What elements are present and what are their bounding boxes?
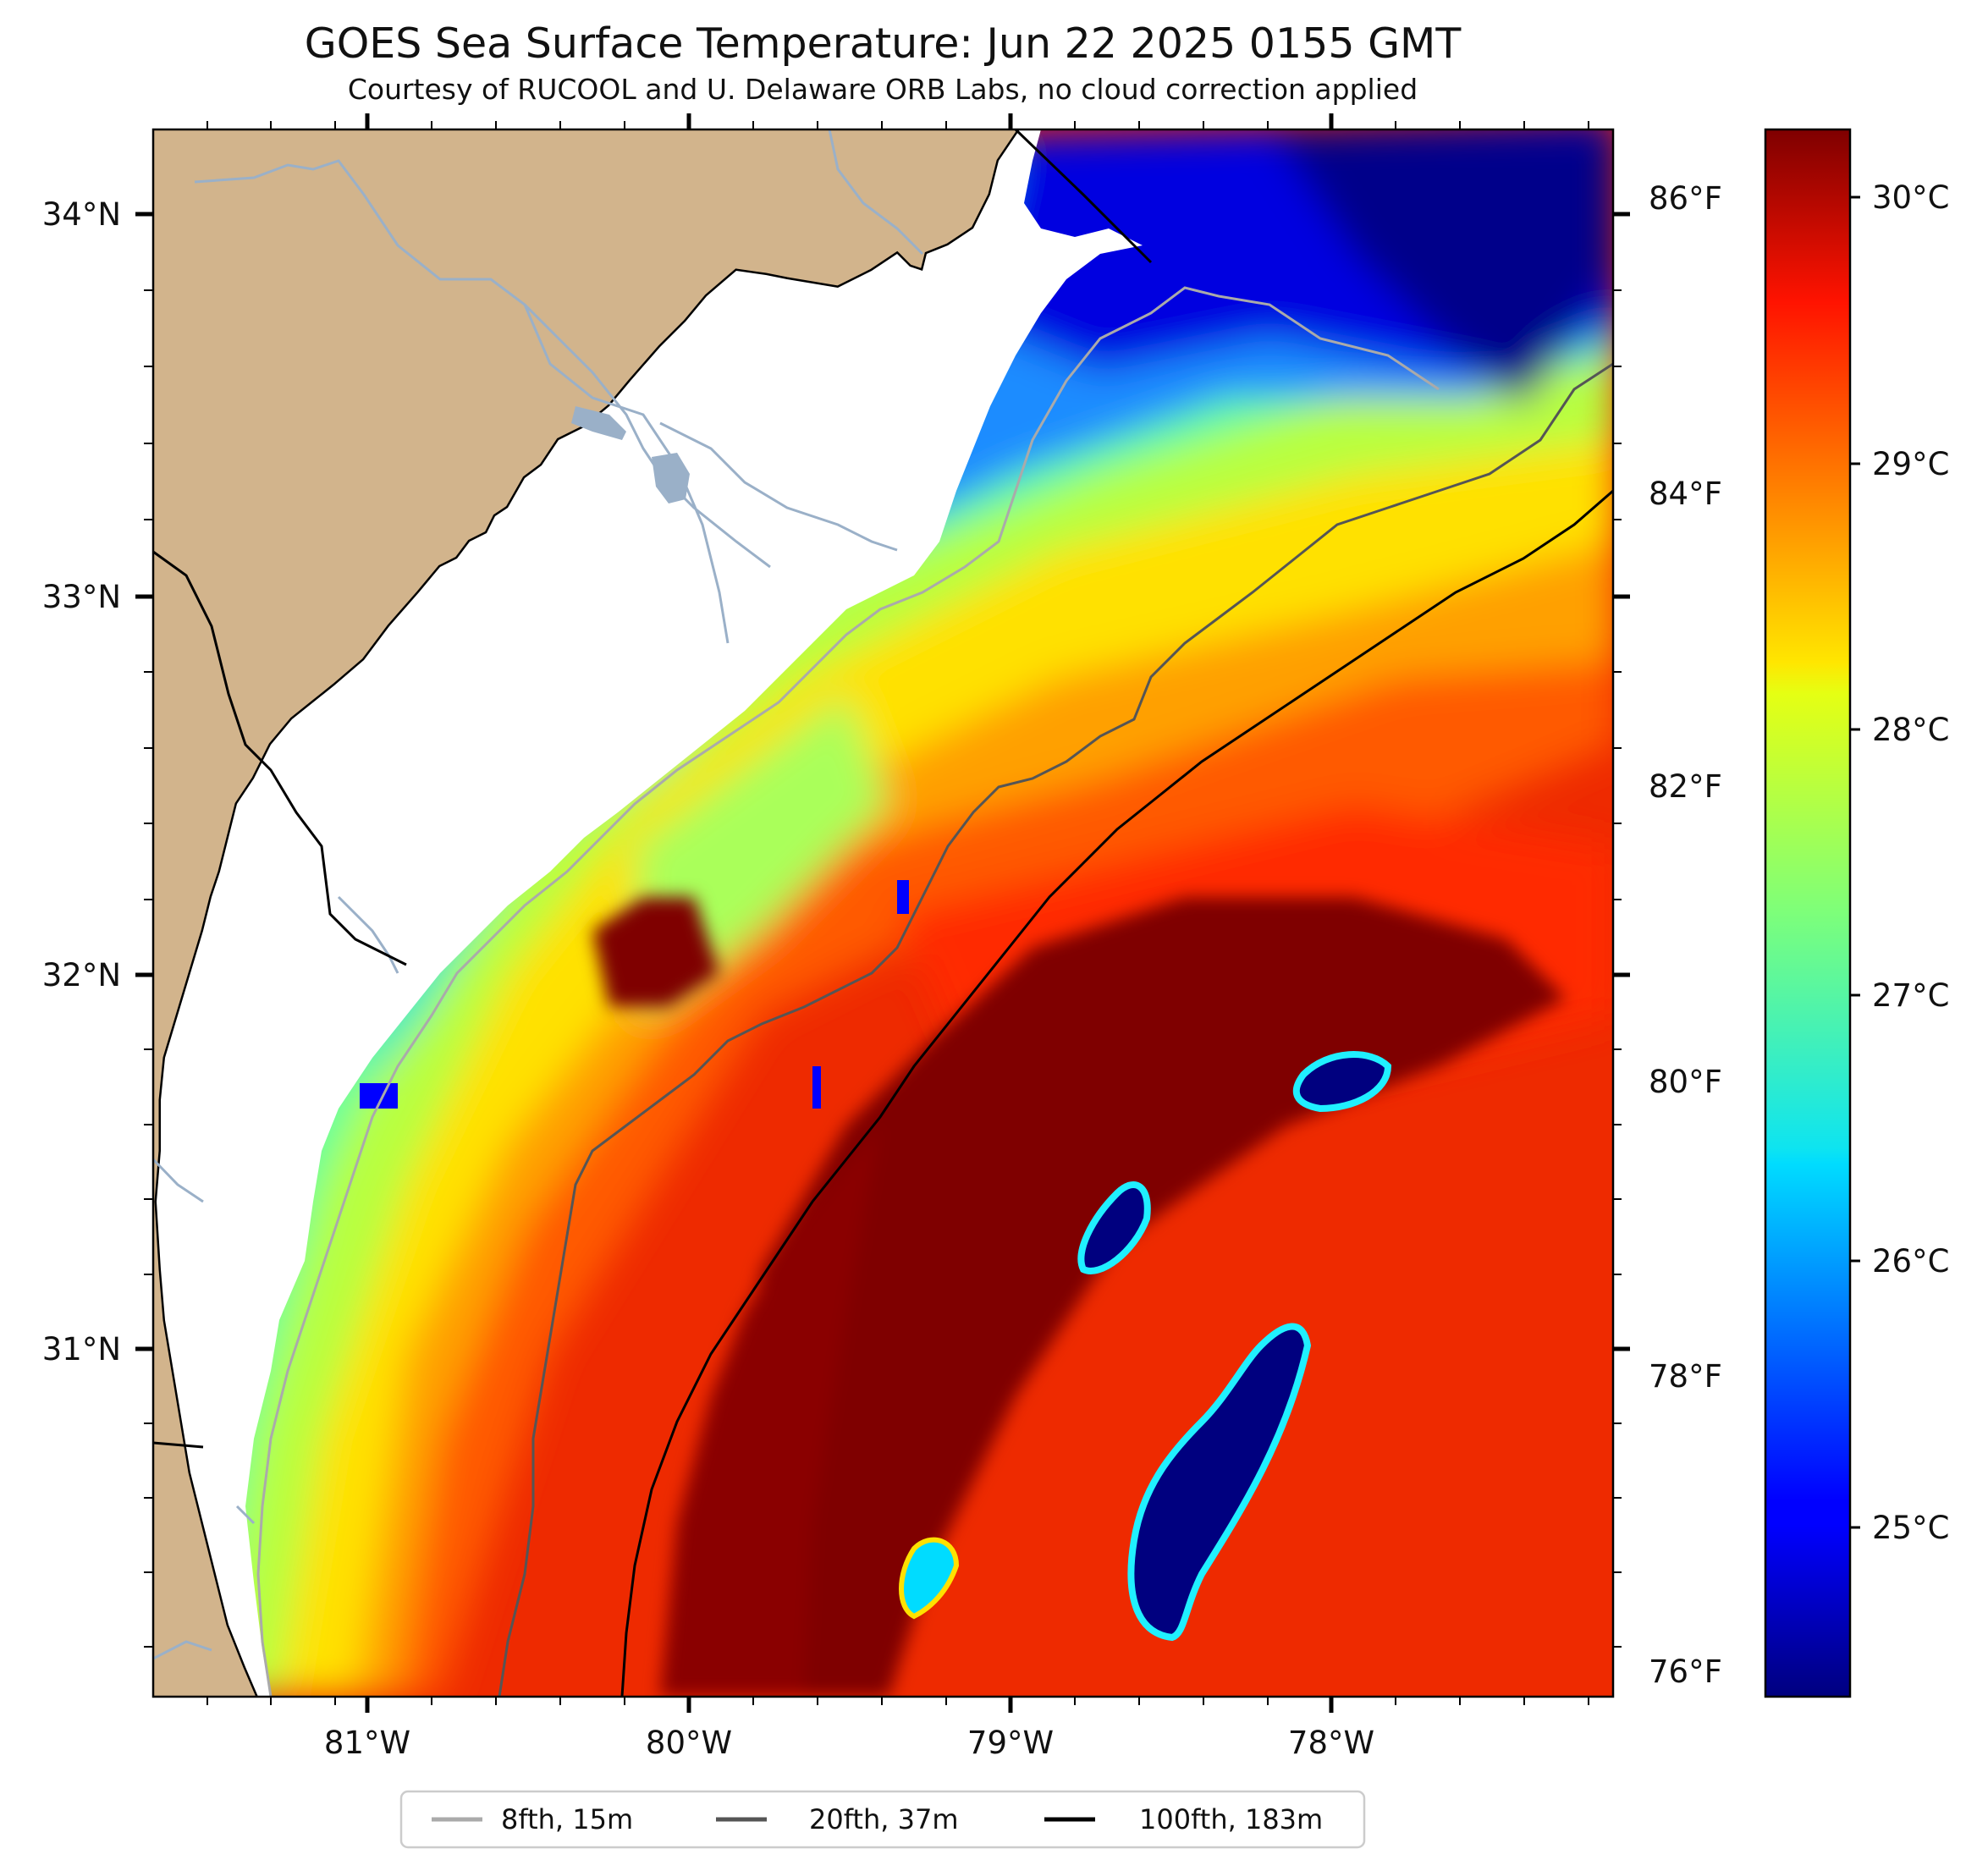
cb-label-25c: 25°C bbox=[1872, 1510, 1949, 1546]
f-label-76: 76°F bbox=[1649, 1654, 1722, 1690]
nodata-coastal-band bbox=[157, 129, 1143, 1697]
cb-label-27c: 27°C bbox=[1872, 977, 1949, 1014]
map-frame bbox=[151, 128, 1615, 1698]
lon-label-78w: 78°W bbox=[1288, 1725, 1374, 1761]
sst-map bbox=[153, 129, 1613, 1697]
colorbar: 30°C 29°C 28°C 27°C 26°C 25°C bbox=[1764, 128, 1949, 1698]
land-area bbox=[153, 129, 1020, 1697]
lon-label-81w: 81°W bbox=[324, 1725, 410, 1761]
cb-label-26c: 26°C bbox=[1872, 1243, 1949, 1279]
lake-moultrie bbox=[652, 453, 690, 504]
f-label-86: 86°F bbox=[1649, 180, 1722, 217]
legend: 8fth, 15m 20fth, 37m 100fth, 183m bbox=[399, 1790, 1366, 1849]
map-title: GOES Sea Surface Temperature: Jun 22 202… bbox=[305, 19, 1462, 68]
lat-label-32n: 32°N bbox=[42, 957, 121, 993]
legend-label-100fth: 100fth, 183m bbox=[1139, 1803, 1323, 1835]
f-label-84: 84°F bbox=[1649, 476, 1722, 512]
f-label-78: 78°F bbox=[1649, 1358, 1722, 1395]
legend-label-8fth: 8fth, 15m bbox=[501, 1803, 633, 1835]
lon-ticks bbox=[365, 113, 1334, 1713]
f-label-80: 80°F bbox=[1649, 1064, 1722, 1100]
isobath-15m bbox=[256, 286, 1440, 1697]
legend-item-8fth: 8fth, 15m bbox=[432, 1803, 633, 1835]
cb-label-29c: 29°C bbox=[1872, 446, 1949, 482]
legend-item-20fth: 20fth, 37m bbox=[716, 1803, 958, 1835]
cb-label-28c: 28°C bbox=[1872, 712, 1949, 748]
colorbar-gradient bbox=[1764, 128, 1852, 1698]
cb-label-30c: 30°C bbox=[1872, 179, 1949, 216]
map-subtitle: Courtesy of RUCOOL and U. Delaware ORB L… bbox=[348, 73, 1418, 106]
isobath-37m bbox=[498, 362, 1613, 1697]
lon-label-80w: 80°W bbox=[646, 1725, 732, 1761]
lat-label-34n: 34°N bbox=[42, 196, 121, 233]
isobath-183m bbox=[620, 489, 1613, 1697]
lake-marion bbox=[571, 406, 626, 440]
cold-eddies bbox=[360, 880, 1392, 1642]
legend-item-100fth: 100fth, 183m bbox=[1044, 1803, 1323, 1835]
lon-label-79w: 79°W bbox=[967, 1725, 1054, 1761]
lat-label-33n: 33°N bbox=[42, 579, 121, 615]
lat-label-31n: 31°N bbox=[42, 1331, 121, 1367]
legend-label-20fth: 20fth, 37m bbox=[809, 1803, 958, 1835]
state-borders bbox=[153, 129, 1153, 1449]
lat-ticks bbox=[135, 212, 1630, 1351]
minor-ticks bbox=[144, 121, 1622, 1705]
legend-box bbox=[399, 1790, 1366, 1849]
f-label-82: 82°F bbox=[1649, 768, 1722, 805]
